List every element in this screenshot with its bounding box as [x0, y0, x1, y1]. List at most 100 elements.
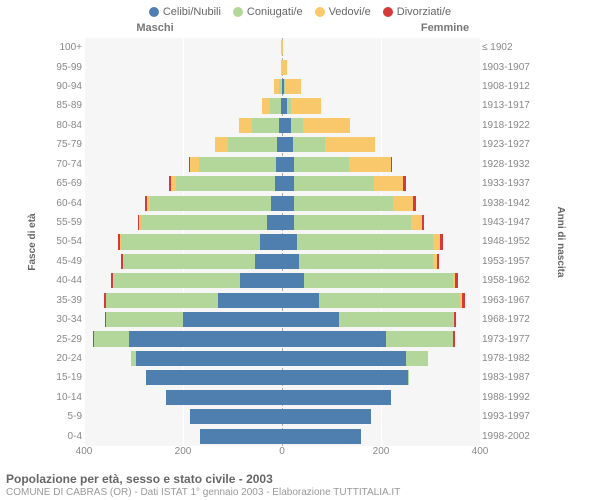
bar-segment — [437, 254, 439, 269]
bar-segment — [374, 176, 404, 191]
bar-area — [84, 407, 480, 426]
bar — [105, 312, 282, 327]
year-label: 1953-1957 — [480, 256, 536, 267]
bar-area — [84, 232, 480, 251]
bar-segment — [403, 176, 405, 191]
bar-segment — [294, 157, 348, 172]
bar — [137, 215, 282, 230]
male-half — [84, 96, 282, 115]
year-label: 1983-1987 — [480, 372, 536, 383]
male-half — [84, 213, 282, 232]
age-row: 10-141988-1992 — [52, 388, 536, 407]
legend-label: Celibi/Nubili — [163, 6, 221, 18]
bar — [282, 79, 301, 94]
male-half — [84, 368, 282, 387]
bar — [282, 118, 350, 133]
age-row: 25-29 1973-1977 — [52, 329, 536, 348]
female-half — [282, 290, 480, 309]
x-tick: 200 — [373, 446, 390, 457]
bar — [282, 409, 371, 424]
bar-segment — [282, 118, 291, 133]
bar — [282, 293, 465, 308]
bar — [189, 157, 282, 172]
bar — [239, 118, 282, 133]
bar-segment — [240, 273, 282, 288]
chart-title: Popolazione per età, sesso e stato civil… — [6, 472, 594, 486]
bar-area — [84, 426, 480, 445]
bar — [169, 176, 282, 191]
bar-segment — [275, 176, 282, 191]
bar-segment — [190, 157, 199, 172]
bar-segment — [282, 331, 386, 346]
male-half — [84, 310, 282, 329]
bar-segment — [303, 118, 350, 133]
male-half — [84, 57, 282, 76]
age-label: 0-4 — [52, 431, 84, 442]
bar-segment — [267, 215, 282, 230]
bar-segment — [176, 176, 275, 191]
legend-dot — [383, 7, 393, 17]
age-row: 30-341968-1972 — [52, 310, 536, 329]
female-half — [282, 310, 480, 329]
female-half — [282, 135, 480, 154]
bar-segment — [282, 351, 406, 366]
bar-segment — [106, 293, 217, 308]
age-label: 50-54 — [52, 236, 84, 247]
age-row: 70-741928-1932 — [52, 155, 536, 174]
bar-area — [84, 310, 480, 329]
legend-dot — [233, 7, 243, 17]
bar — [282, 370, 409, 385]
bar — [282, 196, 416, 211]
age-label: 10-14 — [52, 392, 84, 403]
legend: Celibi/NubiliConiugati/eVedovi/eDivorzia… — [0, 0, 600, 20]
bar-segment — [255, 254, 282, 269]
bar-area — [84, 174, 480, 193]
bar-segment — [304, 273, 452, 288]
male-half — [84, 349, 282, 368]
year-label: 1913-1917 — [480, 100, 536, 111]
bar-segment — [406, 351, 428, 366]
x-tick: 0 — [279, 446, 285, 457]
bar-segment — [215, 137, 227, 152]
female-half — [282, 388, 480, 407]
bar — [282, 312, 456, 327]
female-half — [282, 426, 480, 445]
x-tick: 400 — [472, 446, 489, 457]
bar-segment — [282, 409, 371, 424]
bar-segment — [282, 60, 287, 75]
male-label: Maschi — [0, 22, 300, 34]
bar-segment — [413, 196, 415, 211]
bar-segment — [393, 196, 413, 211]
age-row: 0-41998-2002 — [52, 426, 536, 445]
age-row: 95-991903-1907 — [52, 57, 536, 76]
year-label: ≤ 1902 — [480, 42, 536, 53]
female-half — [282, 349, 480, 368]
bar-segment — [285, 79, 301, 94]
female-label: Femmine — [300, 22, 600, 34]
female-half — [282, 271, 480, 290]
bar-segment — [141, 215, 267, 230]
age-label: 25-29 — [52, 334, 84, 345]
bar-segment — [386, 331, 453, 346]
age-row: 5-91993-1997 — [52, 407, 536, 426]
bar-segment — [146, 370, 282, 385]
bar — [118, 234, 282, 249]
age-row: 40-441958-1962 — [52, 271, 536, 290]
year-label: 1908-1912 — [480, 81, 536, 92]
year-label: 1993-1997 — [480, 411, 536, 422]
bar-segment — [183, 312, 282, 327]
bar — [282, 98, 321, 113]
age-label: 90-94 — [52, 81, 84, 92]
year-label: 1973-1977 — [480, 334, 536, 345]
female-half — [282, 193, 480, 212]
bar-area — [84, 135, 480, 154]
bar-segment — [454, 312, 456, 327]
year-label: 1923-1927 — [480, 139, 536, 150]
female-half — [282, 213, 480, 232]
legend-dot — [149, 7, 159, 17]
bar-segment — [166, 390, 282, 405]
bar-segment — [114, 273, 240, 288]
bar-segment — [433, 234, 440, 249]
bar — [200, 429, 282, 444]
bar-segment — [136, 351, 282, 366]
